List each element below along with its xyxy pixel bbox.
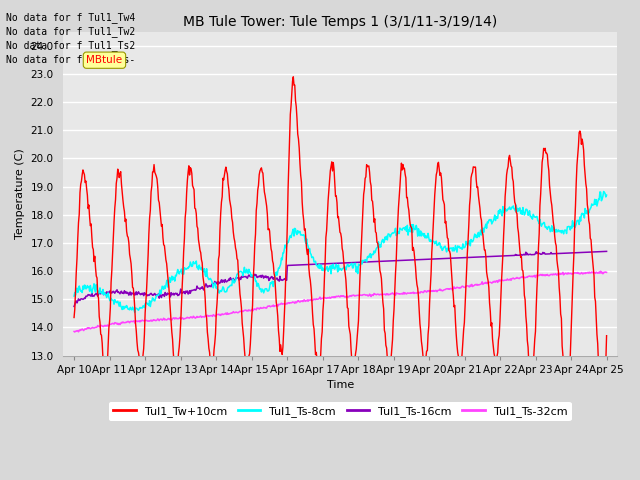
- X-axis label: Time: Time: [326, 380, 354, 390]
- Title: MB Tule Tower: Tule Temps 1 (3/1/11-3/19/14): MB Tule Tower: Tule Temps 1 (3/1/11-3/19…: [183, 15, 497, 29]
- Text: MBtule: MBtule: [86, 55, 122, 65]
- Legend: Tul1_Tw+10cm, Tul1_Ts-8cm, Tul1_Ts-16cm, Tul1_Ts-32cm: Tul1_Tw+10cm, Tul1_Ts-8cm, Tul1_Ts-16cm,…: [109, 402, 572, 421]
- Text: No data for f Tul1_Tw4
No data for f Tul1_Tw2
No data for f Tul1_Ts2
No data for: No data for f Tul1_Tw4 No data for f Tul…: [6, 12, 136, 65]
- Y-axis label: Temperature (C): Temperature (C): [15, 148, 25, 239]
